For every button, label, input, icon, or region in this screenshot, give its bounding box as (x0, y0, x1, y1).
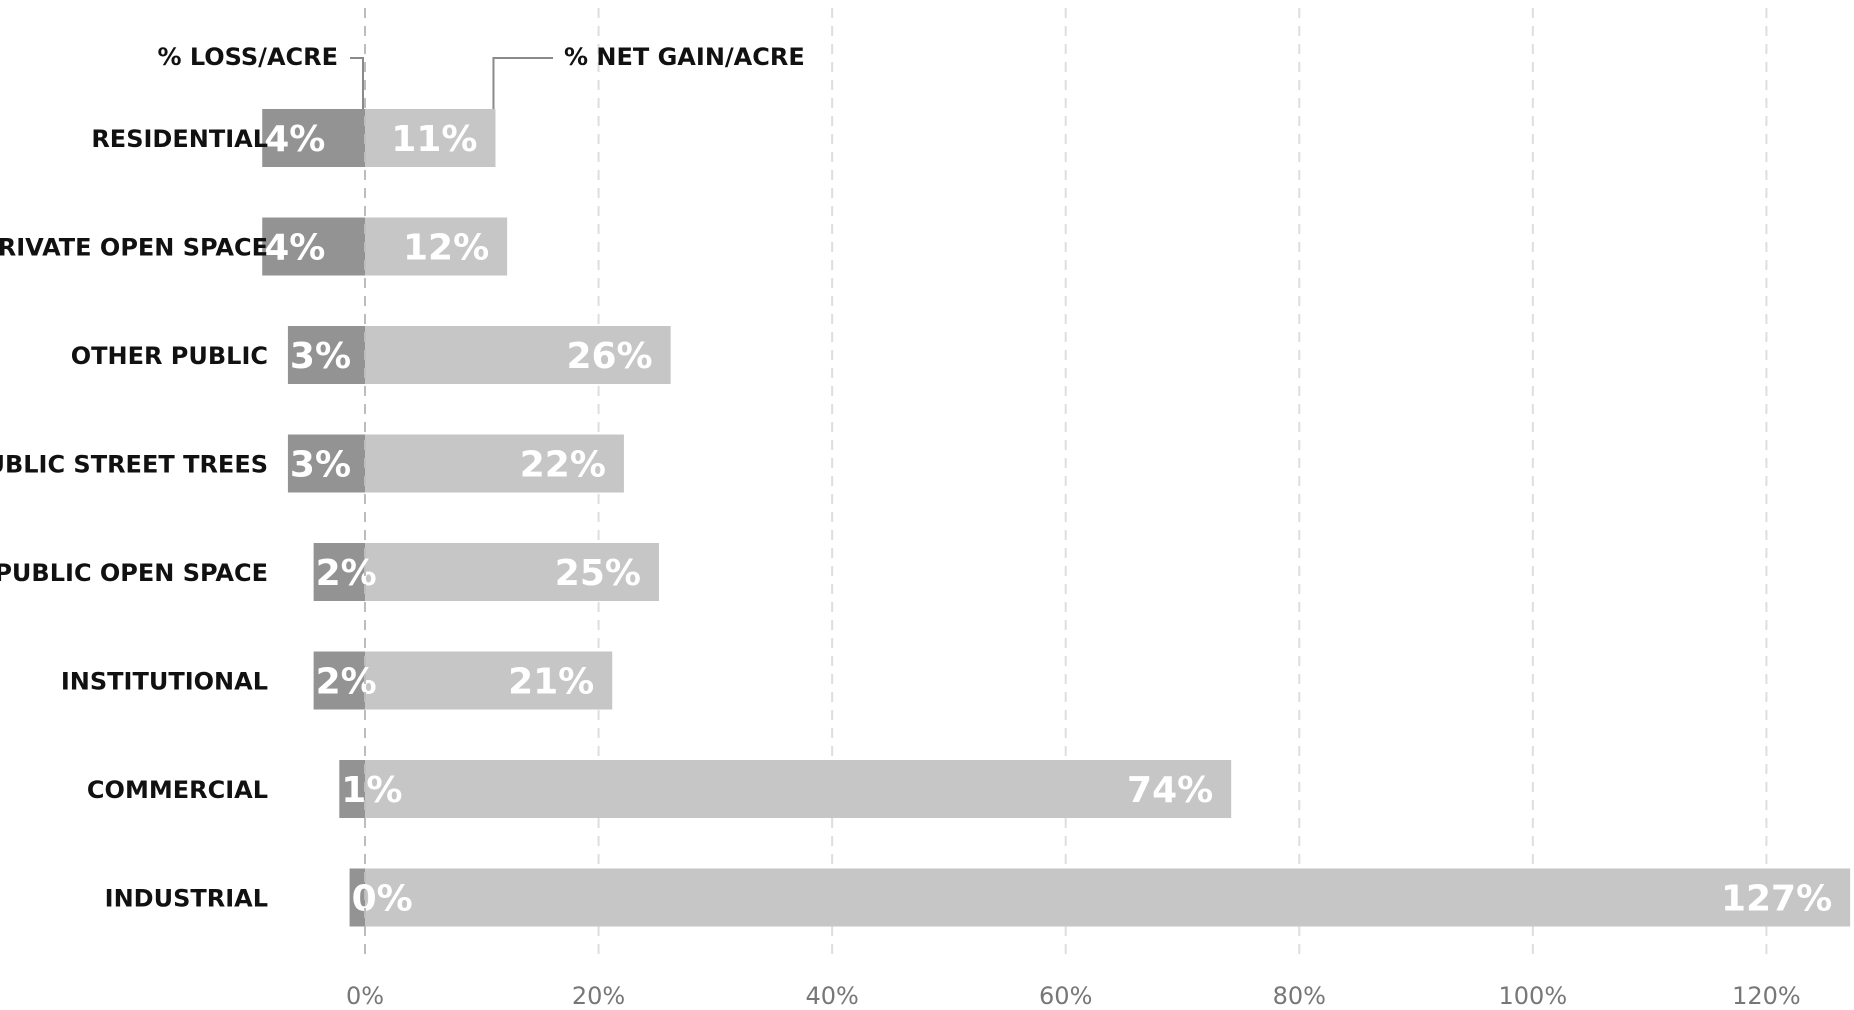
category-label-5: INSTITUTIONAL (61, 668, 268, 696)
bar-loss-6 (339, 760, 365, 818)
x-tick-label-100: 100% (1499, 982, 1568, 1010)
category-label-4: PUBLIC OPEN SPACE (0, 559, 268, 587)
bar-gain-label-5: 21% (508, 662, 594, 703)
category-label-1: PRIVATE OPEN SPACE (0, 234, 268, 262)
category-label-2: OTHER PUBLIC (71, 342, 268, 370)
bar-gain-3 (365, 434, 624, 493)
bar-gain-label-3: 22% (520, 445, 606, 486)
x-tick-label-120: 120% (1732, 982, 1801, 1010)
bar-gain-label-0: 11% (391, 119, 477, 160)
bar-loss-7 (349, 868, 365, 927)
bar-gain-4 (365, 543, 659, 601)
category-label-6: COMMERCIAL (87, 776, 268, 804)
bar-gain-0 (365, 109, 496, 167)
bar-loss-label-7: 0% (352, 879, 413, 920)
legend-loss-connector (350, 57, 364, 109)
bar-gain-label-2: 26% (566, 336, 652, 377)
bar-loss-1 (262, 217, 365, 276)
x-tick-label-20: 20% (572, 982, 625, 1010)
bar-loss-label-3: 3% (290, 445, 351, 486)
legend-loss-label: % LOSS/ACRE (157, 43, 338, 71)
bar-gain-label-7: 127% (1721, 879, 1832, 920)
bar-loss-label-6: 1% (341, 770, 402, 811)
bar-loss-label-2: 3% (290, 336, 351, 377)
bar-loss-label-0: 4% (264, 119, 325, 160)
bar-loss-0 (262, 109, 365, 167)
x-axis-tick-labels: 0% 20% 40% 60% 80% 100% 120% (346, 982, 1801, 1010)
x-tick-label-0: 0% (346, 982, 384, 1010)
bar-gain-7 (365, 868, 1851, 927)
category-labels: RESIDENTIAL PRIVATE OPEN SPACE OTHER PUBLI… (0, 125, 268, 913)
bar-gain-2 (365, 326, 671, 384)
bars: 4% 11% 4% 12% 3% 26% 3% 22% 2% 25% 2% 21% 1% 74% 0% 127… (262, 8, 1851, 962)
bar-loss-4 (313, 543, 365, 601)
bar-loss-2 (287, 326, 365, 384)
bar-gain-label-1: 12% (403, 228, 489, 269)
legend-gain-label: % NET GAIN/ACRE (564, 43, 805, 71)
bar-loss-5 (313, 651, 365, 710)
bar-gain-6 (365, 760, 1232, 818)
category-label-3: PUBLIC STREET TREES (0, 451, 268, 479)
x-tick-label-60: 60% (1039, 982, 1092, 1010)
bar-gain-label-6: 74% (1127, 770, 1213, 811)
bar-loss-3 (287, 434, 365, 493)
bar-loss-label-1: 4% (264, 228, 325, 269)
bar-gain-1 (365, 217, 508, 276)
category-label-7: INDUSTRIAL (105, 885, 268, 913)
bar-loss-label-4: 2% (316, 553, 377, 594)
x-tick-label-80: 80% (1273, 982, 1326, 1010)
category-label-0: RESIDENTIAL (91, 125, 268, 153)
legend: % LOSS/ACRE % NET GAIN/ACRE (157, 43, 805, 109)
bar-loss-label-5: 2% (316, 662, 377, 703)
legend-gain-connector (492, 57, 553, 109)
bar-gain-5 (365, 651, 613, 710)
bar-gain-label-4: 25% (555, 553, 641, 594)
x-tick-label-40: 40% (805, 982, 858, 1010)
